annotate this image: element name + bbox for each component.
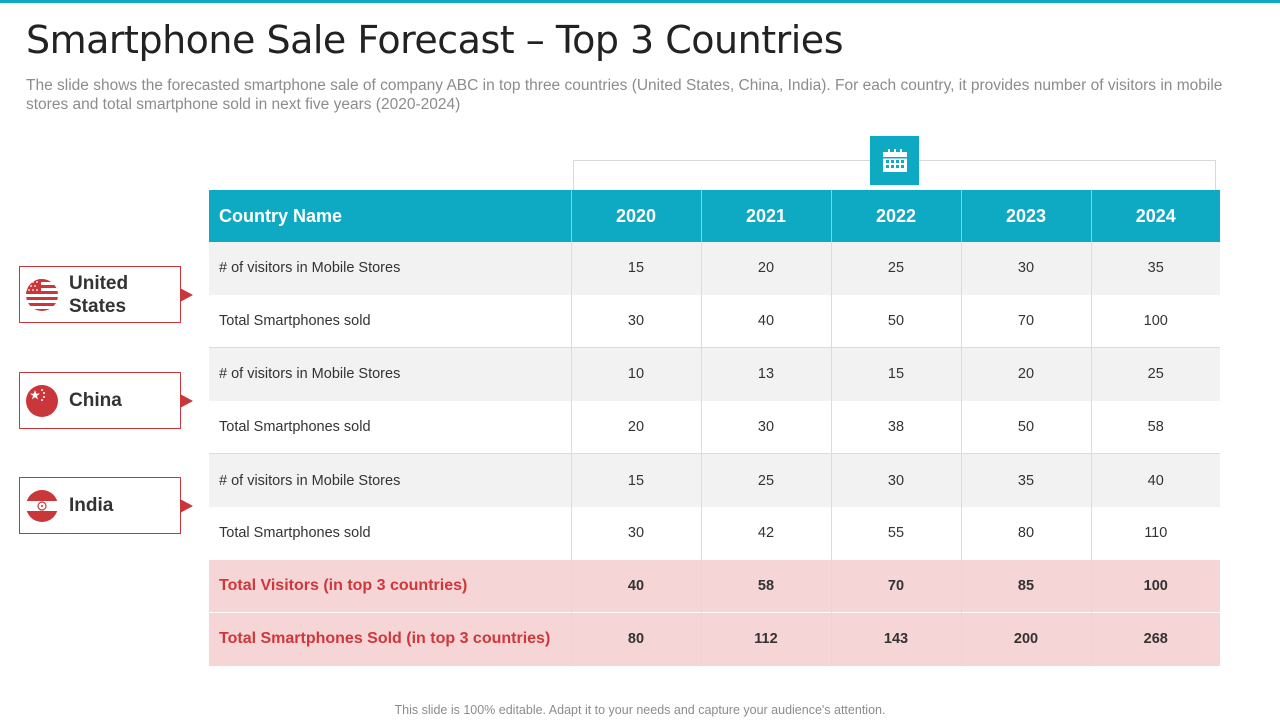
table-cell: 30 (831, 453, 962, 507)
row-label: Total Smartphones sold (209, 294, 572, 348)
table-cell: 15 (831, 347, 962, 401)
table-cell: 58 (1147, 419, 1164, 436)
column-header: 2021 (701, 190, 832, 242)
table-cell: 15 (571, 453, 702, 507)
country-name: China (69, 390, 122, 411)
table-cell: 15 (571, 242, 702, 295)
total-cell: 58 (701, 559, 832, 613)
row-label: # of visitors in Mobile Stores (209, 347, 572, 401)
total-label: Total Visitors (in top 3 countries) (209, 559, 572, 613)
table-cell: 50 (831, 294, 962, 348)
total-cell: 200 (961, 612, 1092, 666)
total-cell: 268 (1091, 612, 1220, 666)
table-row: # of visitors in Mobile Stores 10 13 15 … (209, 347, 1220, 401)
total-row: Total Smartphones Sold (in top 3 countri… (209, 612, 1220, 666)
table-cell: 38 (831, 400, 962, 454)
table-cell: 50 (961, 400, 1092, 454)
table-row: Total Smartphones sold 30 42 55 80 110 (209, 506, 1220, 560)
page-title: Smartphone Sale Forecast – Top 3 Countri… (26, 18, 844, 62)
column-header: 2024 (1091, 190, 1220, 242)
table-cell: 10 (571, 347, 702, 401)
india-flag-icon (26, 489, 58, 522)
us-flag-icon (26, 278, 58, 311)
table-cell: 100 (1143, 312, 1168, 329)
total-cell: 80 (571, 612, 702, 666)
total-label: Total Smartphones Sold (in top 3 countri… (209, 612, 572, 666)
top-accent-bar (0, 0, 1280, 3)
country-label-china: China (19, 372, 193, 429)
total-cell: 70 (831, 559, 962, 613)
table-cell: 20 (961, 347, 1092, 401)
row-label: Total Smartphones sold (209, 506, 572, 560)
table-cell: 13 (701, 347, 832, 401)
table-cell: 35 (1091, 242, 1220, 295)
table-cell: 20 (701, 242, 832, 295)
total-cell: 143 (831, 612, 962, 666)
table-cell: 30 (571, 294, 702, 348)
table-cell: 20 (571, 400, 702, 454)
total-row: Total Visitors (in top 3 countries) 40 5… (209, 559, 1220, 613)
column-header: 2023 (961, 190, 1092, 242)
china-flag-icon (26, 384, 58, 417)
table-cell: 40 (1091, 453, 1220, 507)
pointer-arrow (180, 498, 193, 513)
table-cell: 25 (1091, 347, 1220, 401)
pointer-arrow (180, 287, 193, 302)
pointer-arrow (180, 393, 193, 408)
table-cell: 40 (701, 294, 832, 348)
column-header: 2022 (831, 190, 962, 242)
forecast-table: Country Name 2020 2021 2022 2023 2024 # … (209, 190, 1220, 666)
table-cell: 35 (961, 453, 1092, 507)
table-cell: 70 (961, 294, 1092, 348)
table-cell: 110 (1144, 525, 1168, 542)
calendar-icon (882, 148, 907, 172)
country-label-india: India (19, 477, 193, 534)
footer-note: This slide is 100% editable. Adapt it to… (394, 703, 886, 717)
total-cell: 100 (1091, 559, 1220, 613)
table-cell: 55 (831, 506, 962, 560)
column-header: 2020 (571, 190, 702, 242)
country-name: India (69, 495, 114, 516)
table-cell: 25 (831, 242, 962, 295)
table-cell: 30 (701, 400, 832, 454)
page-subtitle: The slide shows the forecasted smartphon… (26, 77, 1223, 113)
calendar-badge (870, 136, 919, 185)
table-cell: 42 (701, 506, 832, 560)
total-cell: 112 (701, 612, 832, 666)
country-name-line1: United (69, 272, 129, 294)
table-row: # of visitors in Mobile Stores 15 20 25 … (209, 242, 1220, 295)
row-label: Total Smartphones sold (209, 400, 572, 454)
table-cell: 25 (701, 453, 832, 507)
column-header: Country Name (209, 190, 572, 242)
row-label: # of visitors in Mobile Stores (209, 453, 572, 507)
table-row: Total Smartphones sold 30 40 50 70 100 (209, 294, 1220, 348)
total-cell: 40 (571, 559, 702, 613)
country-name-line2: States (69, 295, 127, 317)
table-cell: 80 (961, 506, 1092, 560)
country-label-united-states: United States (19, 266, 193, 323)
table-cell: 30 (571, 506, 702, 560)
table-row: Total Smartphones sold 20 30 38 50 58 (209, 400, 1220, 454)
row-label: # of visitors in Mobile Stores (209, 242, 572, 295)
table-cell: 30 (961, 242, 1092, 295)
table-header-row: Country Name 2020 2021 2022 2023 2024 (209, 190, 1220, 242)
table-row: # of visitors in Mobile Stores 15 25 30 … (209, 453, 1220, 507)
total-cell: 85 (961, 559, 1092, 613)
